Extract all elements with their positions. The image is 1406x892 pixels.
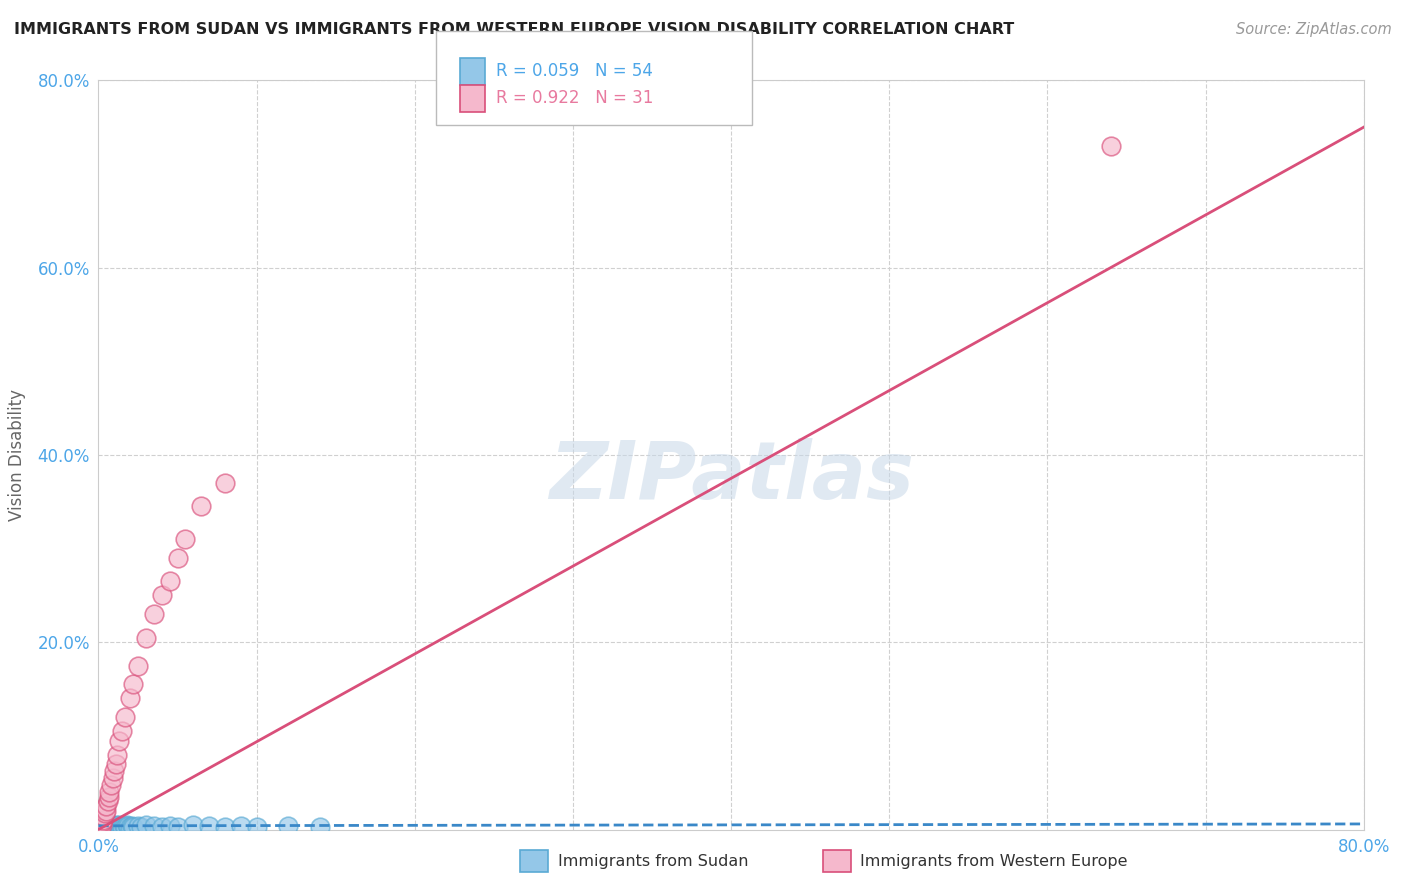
Point — [214, 476, 236, 491]
Point — [96, 818, 118, 832]
Text: Immigrants from Sudan: Immigrants from Sudan — [558, 854, 748, 869]
Point — [122, 820, 145, 834]
Point — [108, 733, 131, 747]
Text: ZIPatlas: ZIPatlas — [548, 438, 914, 516]
Point — [115, 818, 138, 832]
Point — [100, 818, 122, 832]
Point — [277, 819, 299, 833]
Point — [98, 819, 121, 833]
Point — [101, 819, 124, 833]
Point — [100, 820, 122, 834]
Point — [108, 820, 131, 834]
Point — [214, 820, 236, 834]
Point — [150, 820, 173, 834]
Point — [90, 820, 112, 834]
Point — [120, 820, 141, 834]
Point — [229, 819, 252, 833]
Point — [96, 804, 118, 818]
Point — [96, 799, 118, 814]
Point — [246, 820, 269, 834]
Point — [174, 532, 197, 546]
Point — [93, 805, 117, 820]
Point — [183, 818, 205, 832]
Point — [96, 820, 118, 834]
Point — [98, 789, 121, 804]
Point — [122, 677, 145, 691]
Point — [91, 808, 114, 822]
Text: IMMIGRANTS FROM SUDAN VS IMMIGRANTS FROM WESTERN EUROPE VISION DISABILITY CORREL: IMMIGRANTS FROM SUDAN VS IMMIGRANTS FROM… — [14, 22, 1014, 37]
Point — [107, 819, 129, 833]
Y-axis label: Vision Disability: Vision Disability — [8, 389, 27, 521]
Point — [97, 819, 120, 833]
Point — [101, 820, 124, 834]
Point — [103, 820, 125, 834]
Point — [93, 821, 117, 835]
Point — [103, 819, 125, 833]
Point — [110, 819, 132, 833]
Point — [97, 818, 120, 832]
Point — [91, 819, 114, 833]
Point — [309, 820, 332, 834]
Text: R = 0.059   N = 54: R = 0.059 N = 54 — [496, 62, 654, 80]
Point — [1099, 138, 1122, 153]
Point — [129, 820, 152, 834]
Point — [101, 771, 124, 785]
Point — [97, 820, 120, 834]
Point — [90, 815, 112, 830]
Point — [111, 820, 134, 834]
Point — [135, 818, 157, 832]
Point — [91, 820, 114, 834]
Point — [98, 820, 121, 834]
Point — [104, 820, 127, 834]
Point — [111, 724, 134, 739]
Point — [114, 710, 136, 724]
Point — [114, 820, 136, 834]
Point — [90, 818, 112, 832]
Point — [91, 821, 114, 835]
Point — [198, 819, 221, 833]
Point — [159, 819, 181, 833]
Point — [89, 820, 111, 834]
Point — [159, 574, 181, 589]
Point — [166, 551, 188, 566]
Point — [166, 820, 188, 834]
Point — [90, 819, 112, 833]
Point — [103, 764, 125, 779]
Point — [112, 819, 135, 833]
Point — [97, 795, 120, 809]
Point — [117, 819, 139, 833]
Point — [93, 819, 117, 833]
Point — [98, 785, 121, 799]
Point — [90, 818, 112, 832]
Point — [142, 607, 165, 621]
Point — [127, 658, 149, 673]
Point — [104, 756, 127, 771]
Point — [91, 818, 114, 832]
Point — [104, 818, 127, 832]
Point — [91, 814, 114, 828]
Point — [100, 821, 122, 835]
Point — [135, 631, 157, 645]
Point — [190, 500, 212, 514]
Point — [100, 778, 122, 792]
Point — [121, 819, 143, 833]
Point — [120, 691, 141, 706]
Point — [150, 589, 173, 603]
Text: Source: ZipAtlas.com: Source: ZipAtlas.com — [1236, 22, 1392, 37]
Point — [108, 818, 131, 832]
Point — [142, 819, 165, 833]
Point — [127, 819, 149, 833]
Point — [89, 820, 111, 834]
Point — [93, 820, 117, 834]
Text: Immigrants from Western Europe: Immigrants from Western Europe — [860, 854, 1128, 869]
Point — [107, 747, 129, 762]
Text: R = 0.922   N = 31: R = 0.922 N = 31 — [496, 89, 654, 107]
Point — [96, 821, 118, 835]
